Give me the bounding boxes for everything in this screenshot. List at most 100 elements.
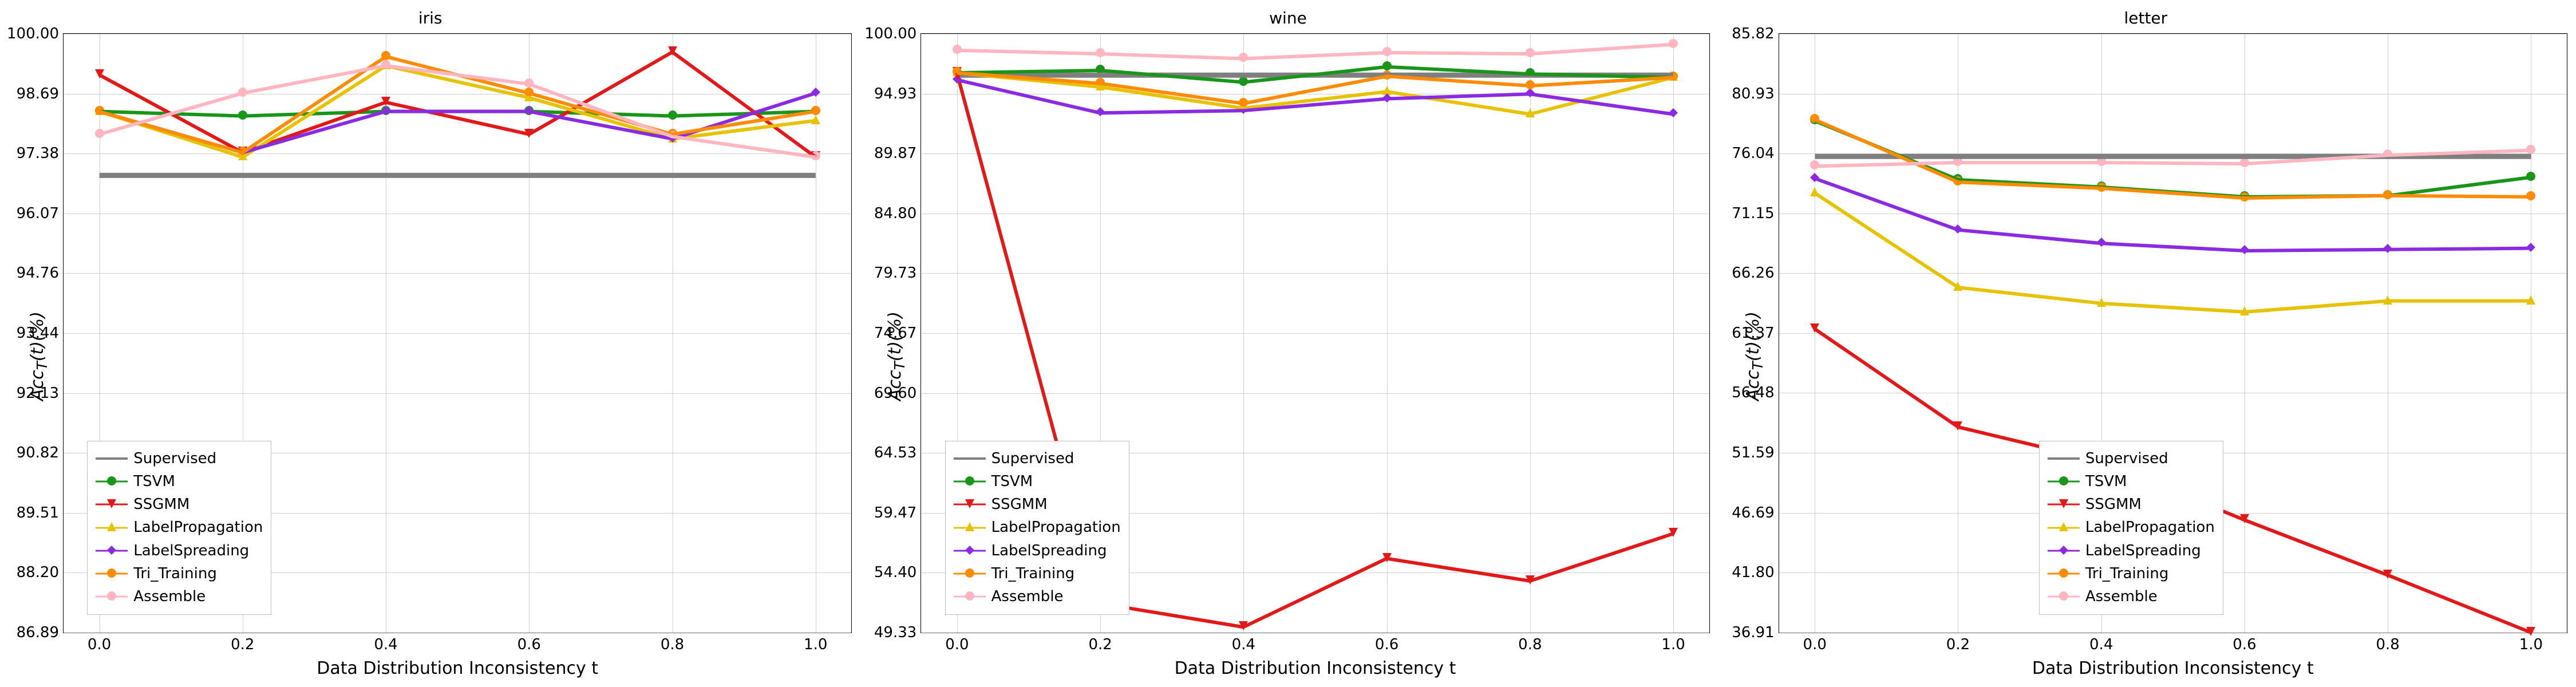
legend-swatch	[2048, 475, 2080, 488]
legend-swatch	[954, 498, 986, 511]
legend-marker-icon	[965, 539, 975, 562]
legend-marker-icon	[106, 562, 117, 585]
y-tick-label: 89.87	[874, 145, 921, 162]
legend-row: Supervised	[954, 447, 1121, 470]
y-tick-label: 61.37	[1732, 325, 1779, 342]
legend-label: SSGMM	[991, 493, 1048, 516]
y-tick-label: 71.15	[1732, 205, 1779, 222]
y-tick-label: 88.20	[17, 564, 64, 581]
plot-area: 49.3354.4059.4764.5369.6074.6779.7384.80…	[920, 33, 1709, 633]
legend-label: Supervised	[2085, 447, 2168, 470]
legend-swatch	[954, 475, 986, 488]
y-tick-label: 36.91	[1732, 624, 1779, 641]
legend-label: Tri_Training	[991, 562, 1075, 585]
legend-label: Tri_Training	[2085, 562, 2169, 585]
y-tick-label: 46.69	[1732, 504, 1779, 522]
plot-column: 86.8988.2089.5190.8292.1393.4494.7696.07…	[63, 33, 852, 678]
y-tick-label: 85.82	[1732, 25, 1779, 42]
y-tick-label: 76.04	[1732, 145, 1779, 162]
y-tick-label: 49.33	[874, 624, 921, 641]
y-tick-label: 66.26	[1732, 264, 1779, 282]
x-tick-label: 0.0	[88, 633, 111, 653]
y-tick-label: 56.48	[1732, 384, 1779, 401]
y-tick-label: 64.53	[874, 444, 921, 461]
legend-row: SSGMM	[954, 493, 1121, 516]
panel-title: iris	[9, 9, 852, 27]
legend-row: LabelPropagation	[96, 516, 263, 539]
y-tick-label: 100.00	[864, 25, 921, 42]
legend-row: TSVM	[954, 470, 1121, 493]
x-tick-label: 0.6	[2233, 633, 2256, 653]
legend-row: Tri_Training	[2048, 562, 2215, 585]
plot-area: 86.8988.2089.5190.8292.1393.4494.7696.07…	[63, 33, 852, 633]
y-tick-label: 79.73	[874, 264, 921, 282]
legend-label: Supervised	[133, 447, 216, 470]
plot-column: 49.3354.4059.4764.5369.6074.6779.7384.80…	[920, 33, 1709, 678]
legend-label: LabelSpreading	[2085, 539, 2201, 562]
x-axis-label: Data Distribution Inconsistency t	[1779, 633, 2567, 678]
legend-marker-icon	[965, 470, 975, 493]
legend-marker-icon	[965, 562, 975, 585]
legend-row: LabelPropagation	[954, 516, 1121, 539]
x-tick-label: 0.2	[1946, 633, 1970, 653]
plot-column: 36.9141.8046.6951.5956.4861.3766.2671.15…	[1779, 33, 2567, 678]
legend-row: LabelPropagation	[2048, 516, 2215, 539]
legend-label: Tri_Training	[133, 562, 217, 585]
legend-row: SSGMM	[96, 493, 263, 516]
legend-label: SSGMM	[2085, 493, 2142, 516]
legend-marker-icon	[965, 516, 975, 539]
legend-swatch	[96, 475, 128, 488]
legend-marker-icon	[965, 585, 975, 608]
chart-panel: letterAccT(t)(%)36.9141.8046.6951.5956.4…	[1724, 9, 2567, 678]
legend-marker-icon	[106, 585, 117, 608]
legend: SupervisedTSVMSSGMMLabelPropagationLabel…	[945, 441, 1129, 615]
y-tick-label: 100.00	[7, 25, 64, 42]
y-tick-label: 51.59	[1732, 444, 1779, 461]
legend-swatch	[96, 590, 128, 603]
legend-swatch	[954, 590, 986, 603]
legend-swatch	[96, 498, 128, 511]
legend-row: TSVM	[2048, 470, 2215, 493]
series-line-LabelPropagation	[957, 73, 1673, 114]
x-tick-label: 0.0	[945, 633, 969, 653]
legend-row: Assemble	[954, 585, 1121, 608]
legend-label: TSVM	[991, 470, 1033, 493]
legend-swatch	[2048, 590, 2080, 603]
legend-marker-icon	[106, 539, 117, 562]
plot-wrap: AccT(t)(%)86.8988.2089.5190.8292.1393.44…	[9, 33, 852, 678]
legend-swatch	[954, 567, 986, 580]
y-tick-label: 92.13	[17, 385, 64, 402]
legend-swatch	[954, 452, 986, 465]
legend-swatch	[2048, 498, 2080, 511]
y-tick-label: 86.89	[17, 624, 64, 641]
legend-label: LabelPropagation	[133, 516, 263, 539]
legend-swatch	[2048, 544, 2080, 557]
legend-swatch	[2048, 452, 2080, 465]
y-tick-label: 84.80	[874, 205, 921, 222]
legend-row: TSVM	[96, 470, 263, 493]
legend-label: LabelPropagation	[2085, 516, 2215, 539]
x-tick-label: 1.0	[804, 633, 827, 653]
legend-label: TSVM	[133, 470, 175, 493]
panel-title: letter	[1724, 9, 2567, 27]
legend-row: Tri_Training	[96, 562, 263, 585]
x-tick-label: 0.4	[1232, 633, 1255, 653]
plot-wrap: AccT(t)(%)49.3354.4059.4764.5369.6074.67…	[866, 33, 1709, 678]
legend-marker-icon	[2059, 585, 2069, 608]
legend-label: LabelSpreading	[991, 539, 1107, 562]
legend-label: TSVM	[2085, 470, 2127, 493]
legend: SupervisedTSVMSSGMMLabelPropagationLabel…	[87, 441, 271, 615]
y-tick-label: 94.76	[17, 264, 64, 282]
legend-row: LabelSpreading	[2048, 539, 2215, 562]
y-tick-label: 54.40	[874, 564, 921, 581]
legend-swatch	[96, 544, 128, 557]
legend-swatch	[954, 522, 986, 534]
legend-marker-icon	[2059, 562, 2069, 585]
y-tick-label: 94.93	[874, 85, 921, 102]
x-tick-label: 0.8	[2376, 633, 2399, 653]
y-tick-label: 96.07	[17, 205, 64, 222]
x-tick-label: 0.8	[661, 633, 684, 653]
x-tick-label: 0.2	[1088, 633, 1112, 653]
legend-swatch	[954, 544, 986, 557]
legend-swatch	[2048, 567, 2080, 580]
